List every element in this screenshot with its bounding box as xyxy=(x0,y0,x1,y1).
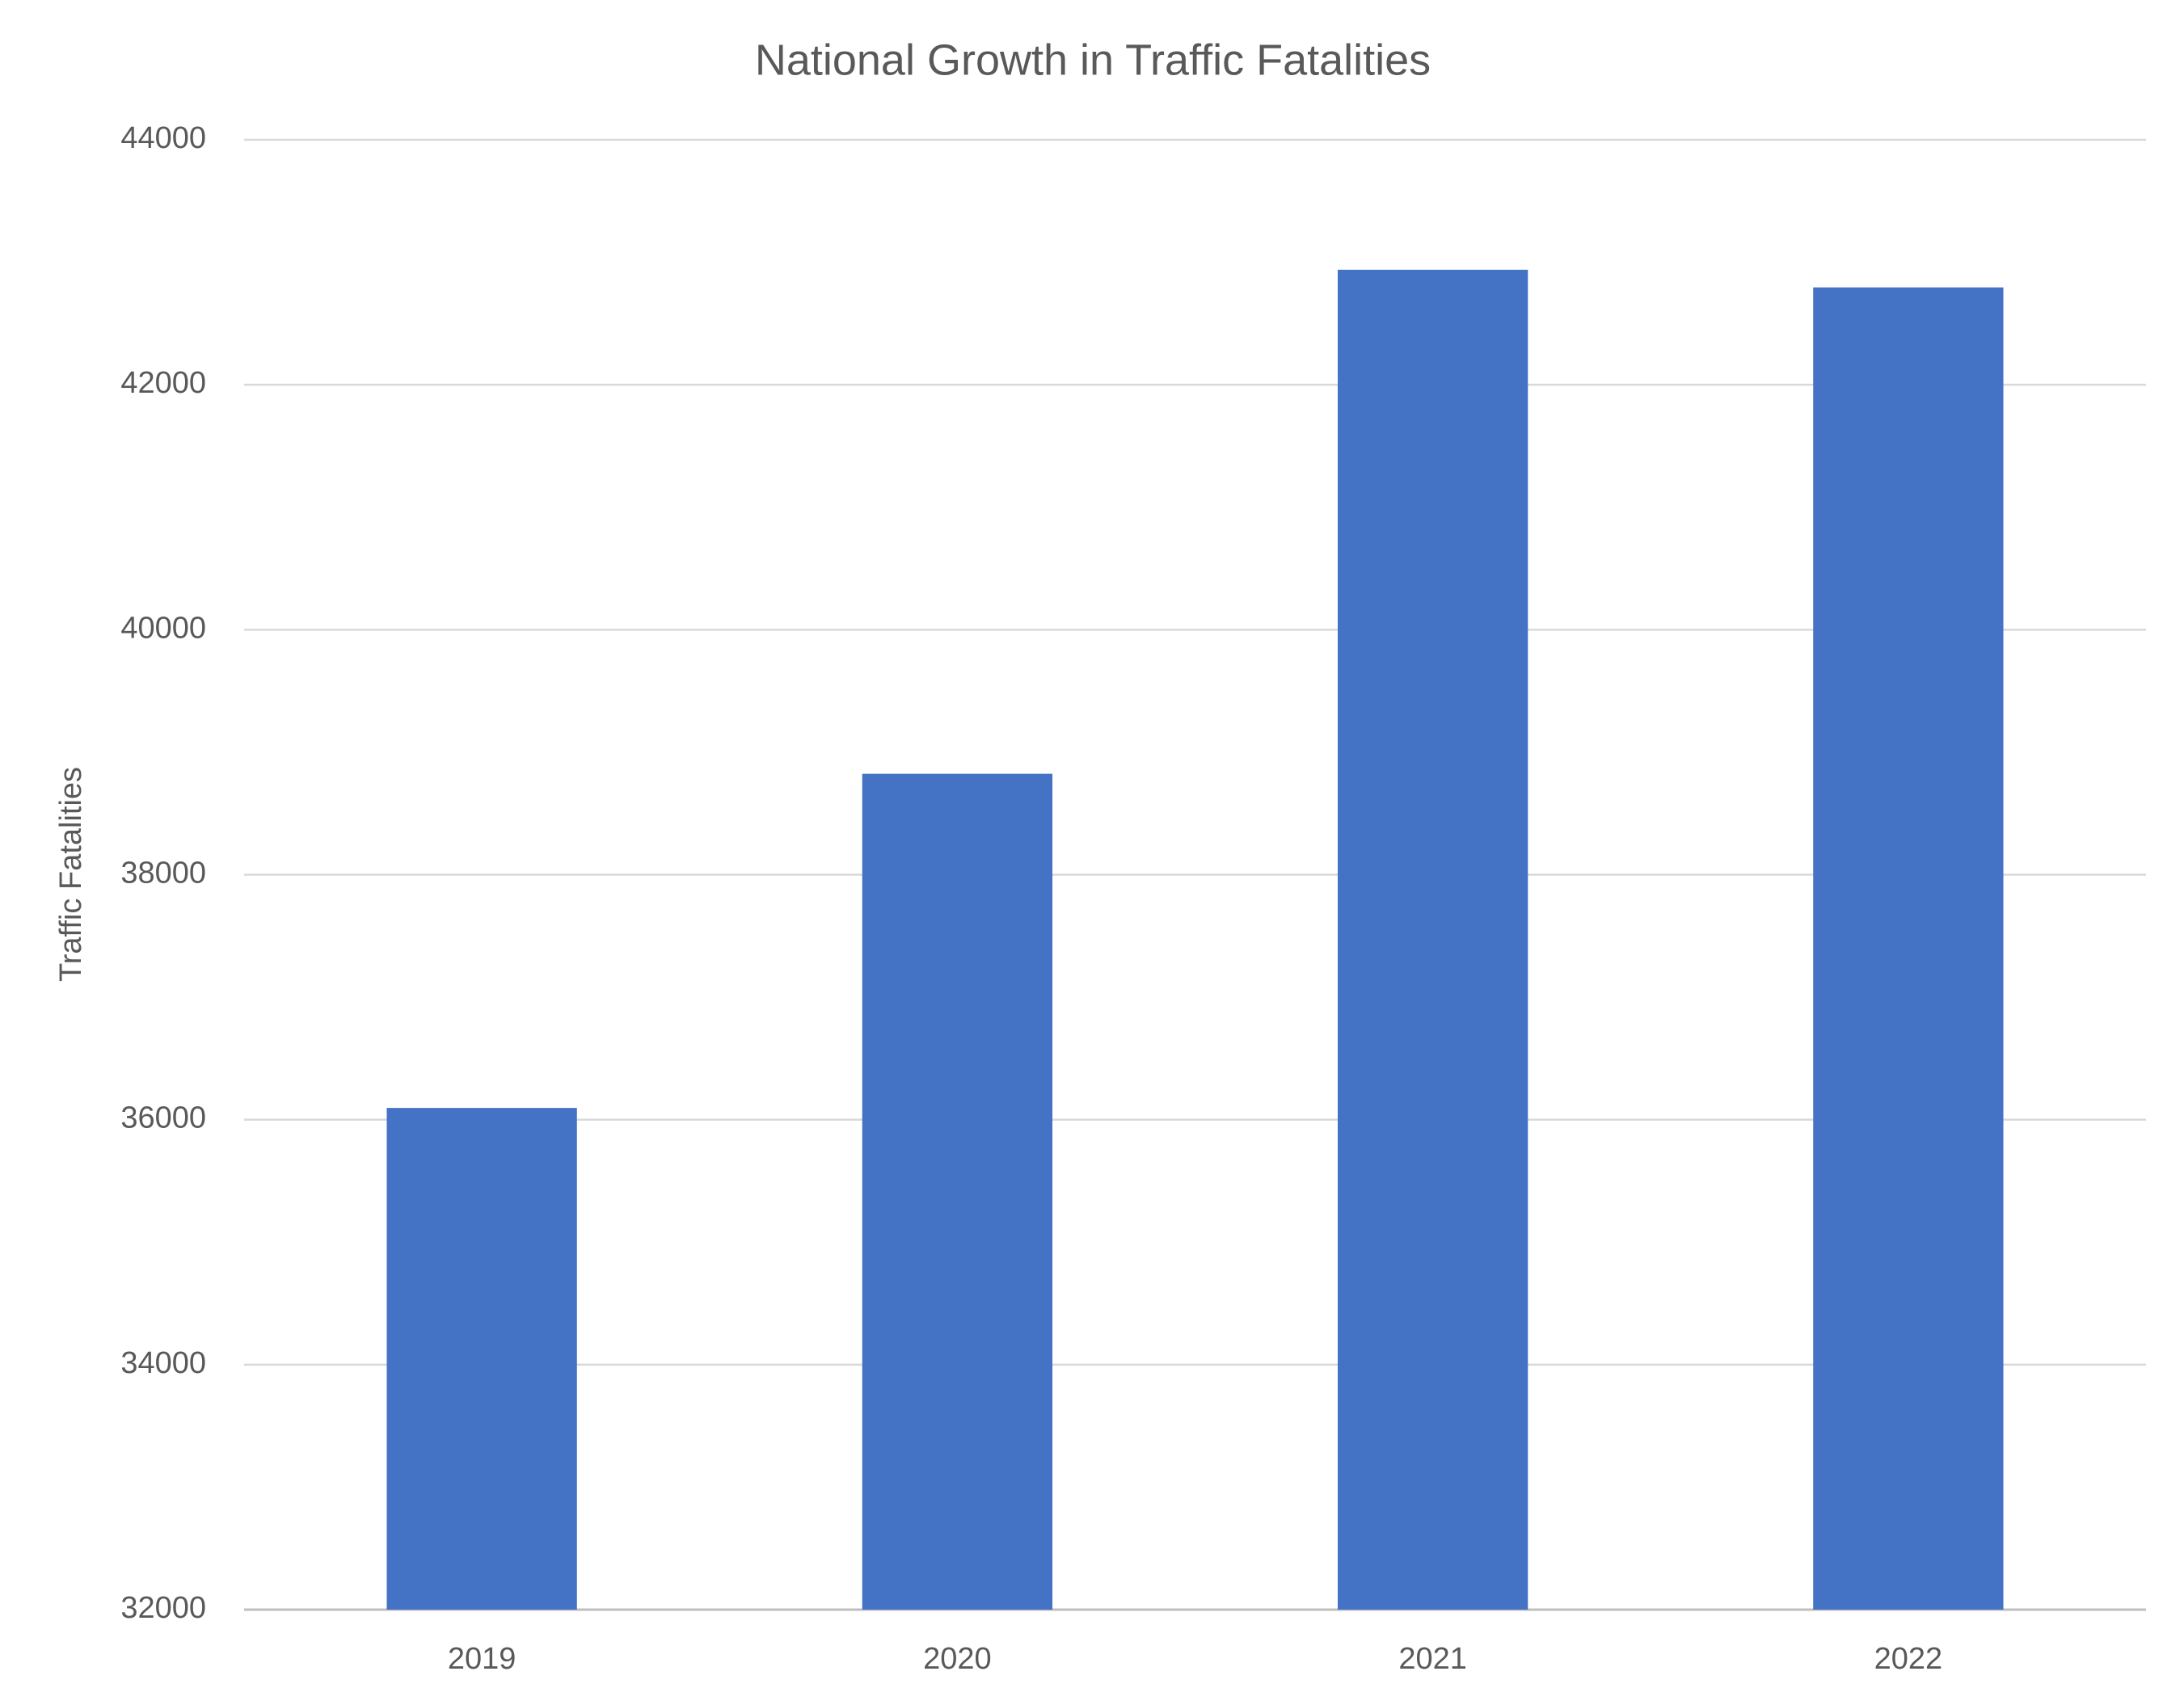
y-axis-label: Traffic Fatalities xyxy=(54,767,88,982)
y-tick-label: 36000 xyxy=(120,1101,206,1135)
x-tick-label: 2020 xyxy=(923,1642,992,1676)
chart-title: National Growth in Traffic Fatalities xyxy=(755,36,1431,84)
bar xyxy=(1813,287,2004,1610)
y-tick-label: 34000 xyxy=(120,1346,206,1380)
y-tick-label: 42000 xyxy=(120,366,206,400)
bar xyxy=(862,773,1053,1610)
x-tick-label: 2019 xyxy=(448,1642,516,1676)
x-tick-label: 2021 xyxy=(1398,1642,1467,1676)
y-tick-label: 44000 xyxy=(120,121,206,155)
x-tick-label: 2022 xyxy=(1874,1642,1943,1676)
y-tick-label: 32000 xyxy=(120,1591,206,1625)
bar xyxy=(386,1108,577,1610)
bar xyxy=(1337,269,1528,1610)
y-tick-label: 38000 xyxy=(120,857,206,890)
y-tick-label: 40000 xyxy=(120,611,206,645)
